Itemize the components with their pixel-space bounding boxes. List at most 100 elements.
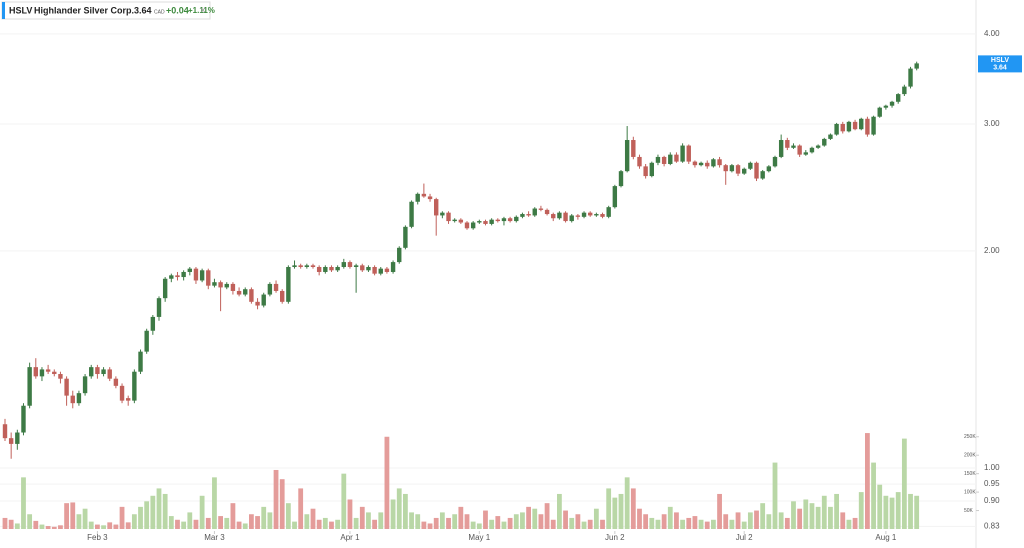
volume-bar (119, 506, 125, 529)
volume-bar (162, 493, 168, 529)
volume-bar (8, 519, 14, 529)
volume-bar (729, 519, 735, 529)
volume-bar (273, 469, 279, 529)
candle-body (310, 265, 316, 267)
candle-body (162, 278, 168, 299)
candle-body (329, 266, 334, 271)
candle-body (896, 94, 901, 102)
x-tick-label: Feb 3 (87, 533, 108, 542)
candle-body (612, 186, 618, 208)
y2-tick-label: 200K (964, 453, 976, 459)
price-tag: HSLV 3.64 (978, 55, 1022, 73)
candle-body (458, 219, 464, 223)
candle-body (316, 266, 322, 272)
candle-body (27, 367, 32, 406)
candle-body (791, 145, 796, 148)
volume-bar (630, 488, 636, 529)
volume-bar (587, 519, 593, 529)
candle-body (846, 121, 852, 132)
candle-body (785, 140, 790, 148)
volume-bar (33, 520, 39, 529)
candle-body (815, 145, 821, 148)
volume-bar (27, 514, 33, 529)
candle-body (520, 214, 525, 217)
candle-body (378, 268, 383, 274)
candle-body (778, 140, 784, 157)
candle-body (600, 214, 605, 217)
candle-body (421, 193, 427, 197)
volume-bar (187, 512, 193, 529)
volume-bar (914, 495, 920, 529)
candle-body (631, 140, 636, 157)
volume-bar (168, 516, 174, 529)
candle-body (563, 212, 568, 222)
close-icon[interactable]: × (200, 6, 206, 17)
volume-bar (600, 519, 605, 529)
candle-body (89, 367, 94, 377)
candle-body (52, 371, 57, 375)
candle-body (409, 201, 414, 227)
volume-bar (144, 501, 150, 529)
company-name: Highlander Silver Corp. (34, 5, 134, 15)
volume-bar (224, 517, 230, 529)
candle-body (372, 266, 377, 274)
volume-bar (298, 488, 304, 529)
volume-bar (661, 514, 667, 529)
volume-bar (674, 512, 679, 529)
last-price: 3.64 (134, 5, 152, 15)
candle-body (840, 123, 845, 132)
volume-bar (612, 497, 618, 529)
candle-body (532, 208, 537, 216)
candle-body (298, 265, 303, 267)
candle-body (538, 208, 544, 210)
volume-bar (711, 519, 716, 529)
volume-bar (908, 493, 913, 529)
candle-body (212, 282, 217, 286)
volume-bar (618, 493, 624, 529)
candle-body (501, 218, 507, 222)
volume-bar (815, 506, 821, 529)
volume-bar (858, 492, 864, 529)
candle-body (249, 289, 254, 302)
candle-body (674, 154, 679, 162)
volume-bar (655, 519, 661, 529)
candle-body (865, 118, 870, 135)
volume-bar (717, 493, 722, 529)
candle-body (292, 265, 297, 267)
y-tick-label: 2.00 (984, 246, 1000, 255)
volume-bar (513, 514, 519, 529)
y2-tick-label: 100K (964, 489, 976, 495)
volume-bar (526, 506, 531, 529)
volume-bar (199, 495, 205, 529)
candle-body (335, 266, 340, 271)
candle-body (181, 271, 186, 278)
candle-body (477, 221, 482, 223)
volume-bar (366, 512, 371, 529)
candle-body (236, 290, 242, 295)
candle-body (557, 212, 562, 219)
candle-body (514, 216, 519, 222)
volume-bar (433, 517, 439, 529)
volume-bar (403, 493, 408, 529)
x-tick-label: Aug 1 (875, 533, 896, 542)
candle-body (902, 86, 907, 95)
y-tick-label: 0.83 (984, 521, 1000, 530)
candle-body (119, 385, 125, 401)
candle-body (649, 162, 654, 177)
volume-bar (680, 519, 685, 529)
header: HSLV Highlander Silver Corp. 3.64 CAD +0… (1, 1, 215, 20)
candle-body (21, 405, 26, 433)
candle-body (95, 367, 100, 375)
candle-body (877, 107, 882, 117)
candle-body (686, 145, 691, 162)
volume-bar (747, 512, 753, 529)
volume-bar (495, 516, 501, 529)
y-tick-label: 1.00 (984, 463, 1000, 472)
volume-bar (242, 523, 248, 529)
candle-body (489, 219, 494, 224)
volume-bar (464, 514, 470, 529)
candle-body (70, 395, 75, 404)
candle-body (495, 219, 500, 222)
volume-bar (821, 495, 827, 529)
